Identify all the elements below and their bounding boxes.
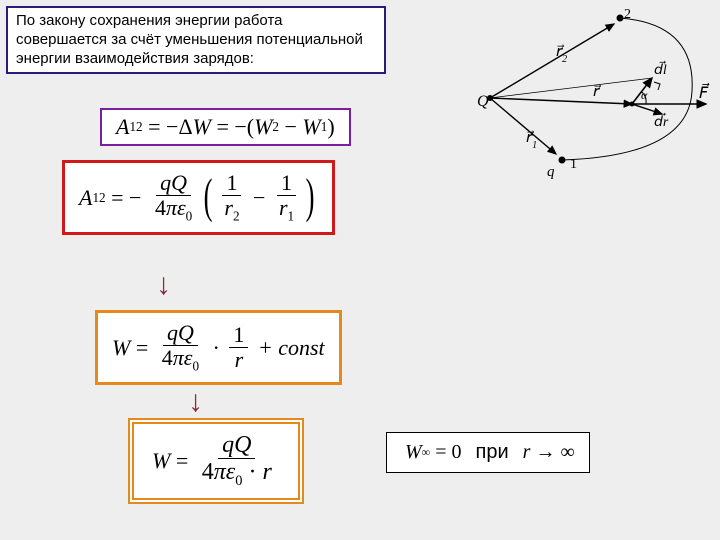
eq3-numR: 1 <box>229 323 248 348</box>
eq3-lhs: W <box>112 335 130 361</box>
equation-W-with-const: W = qQ 4πε0 · 1 r + const <box>95 310 342 385</box>
arrow-down-1: ↓ <box>156 268 171 302</box>
eq5-mid: при <box>476 441 509 464</box>
svg-text:d⃗r: d⃗r <box>654 112 669 130</box>
eq3-tail: + const <box>258 335 325 361</box>
eq3-denR: r <box>231 348 248 372</box>
energy-conservation-text: По закону сохранения энергии работа сове… <box>6 6 386 74</box>
label-1: 1 <box>570 157 577 172</box>
svg-text:d⃗l: d⃗l <box>654 60 667 78</box>
label-Q: Q <box>477 93 489 110</box>
eq2-numB: 1 <box>277 171 296 196</box>
eq1-sub: 12 <box>129 119 142 135</box>
svg-text:r⃗1: r⃗1 <box>526 130 537 151</box>
arrow-down-2: ↓ <box>188 385 203 419</box>
equation-A12-deltaW: A12 = −ΔW = −(W2 − W1) <box>100 108 351 146</box>
eq2-sub: 12 <box>92 190 105 206</box>
eq4-lhs: W <box>152 448 170 474</box>
svg-text:r⃗: r⃗ <box>593 84 601 100</box>
equation-W-final: W = qQ 4πε0 · r <box>128 418 304 504</box>
label-2: 2 <box>624 7 631 22</box>
svg-text:F⃗: F⃗ <box>699 82 710 102</box>
charge-diagram: Q q 1 2 r⃗ r⃗1 r⃗2 d⃗l d⃗r F⃗ α <box>474 6 714 186</box>
equation-W-infinity: W∞ = 0 при r → ∞ <box>386 432 590 473</box>
eq4-num: qQ <box>222 432 251 458</box>
label-q: q <box>547 164 555 180</box>
eq3-numL: qQ <box>167 320 194 345</box>
equation-A12-expanded: A12 = − qQ 4πε0 ( 1 r2 − 1 r1 ) <box>62 160 335 235</box>
svg-text:r⃗2: r⃗2 <box>556 44 567 65</box>
eq2-numA: 1 <box>222 171 241 196</box>
eq2-numL: qQ <box>160 170 187 195</box>
label-alpha: α <box>641 88 648 102</box>
